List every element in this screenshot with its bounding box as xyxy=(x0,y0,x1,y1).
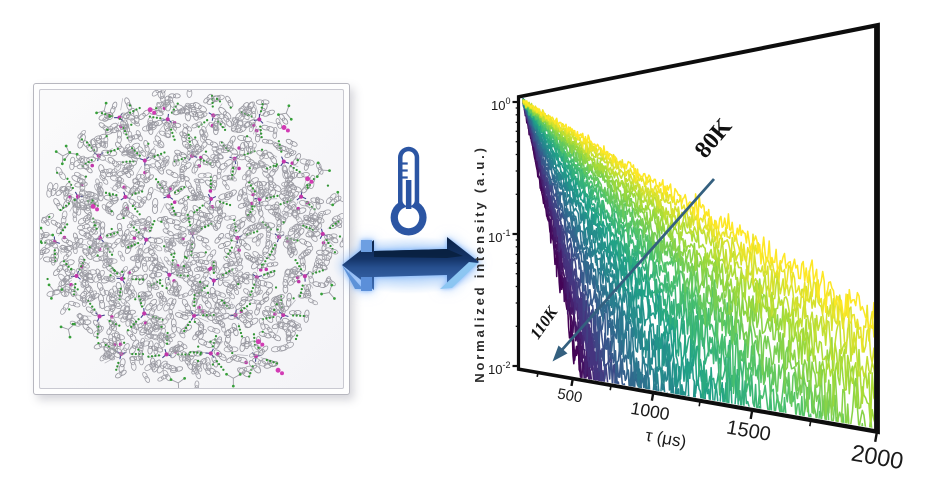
svg-text:10-2: 10-2 xyxy=(488,360,510,377)
svg-text:τ (μs): τ (μs) xyxy=(644,426,688,452)
svg-text:500: 500 xyxy=(556,385,584,406)
svg-text:110K: 110K xyxy=(526,302,562,342)
svg-text:10-1: 10-1 xyxy=(488,228,510,245)
svg-text:80K: 80K xyxy=(690,114,738,164)
svg-text:1000: 1000 xyxy=(629,398,671,424)
svg-text:2000: 2000 xyxy=(849,440,905,475)
svg-text:100: 100 xyxy=(491,96,510,113)
svg-text:1500: 1500 xyxy=(725,417,773,446)
svg-text:Normalized intensity (a.u.): Normalized intensity (a.u.) xyxy=(472,145,487,382)
